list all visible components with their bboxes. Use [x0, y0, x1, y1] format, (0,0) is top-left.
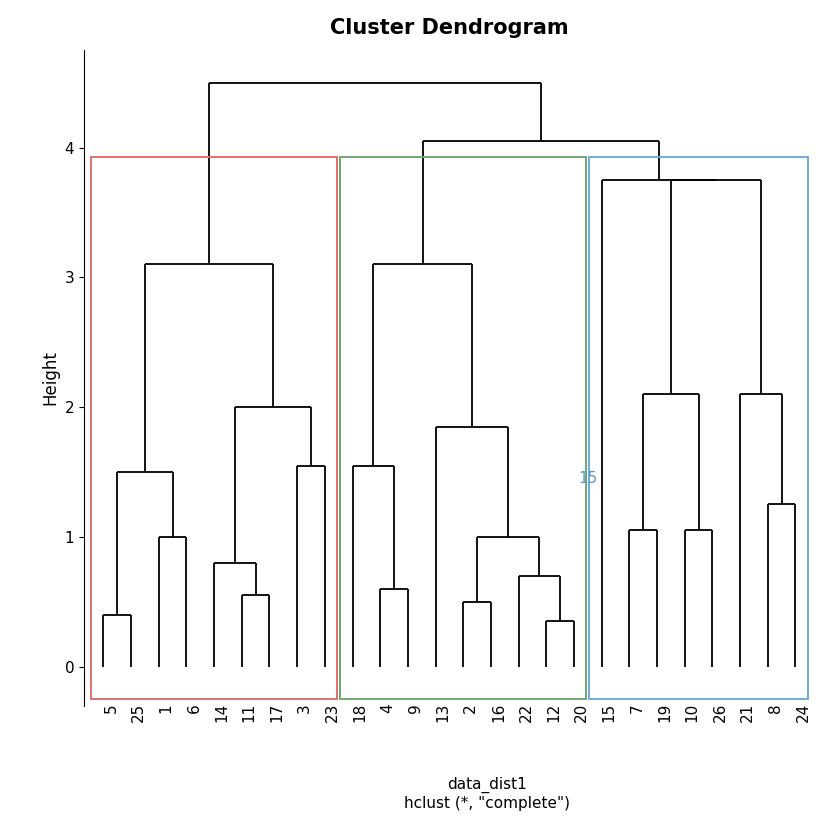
Text: 2: 2	[463, 703, 478, 712]
Text: 21: 21	[740, 703, 755, 722]
Text: 15: 15	[578, 471, 597, 486]
Text: 16: 16	[491, 703, 506, 722]
Text: 9: 9	[408, 703, 423, 713]
Text: 25: 25	[131, 703, 146, 722]
Bar	[589, 157, 808, 699]
Y-axis label: Height: Height	[41, 350, 59, 406]
Text: 13: 13	[436, 703, 450, 722]
Text: 17: 17	[270, 703, 285, 722]
Text: 14: 14	[214, 703, 229, 722]
Bar	[91, 157, 338, 699]
Text: 23: 23	[325, 703, 340, 722]
Text: 22: 22	[518, 703, 533, 722]
Text: 5: 5	[103, 703, 118, 712]
Text: 19: 19	[657, 703, 672, 722]
Text: 8: 8	[768, 703, 783, 712]
Text: 6: 6	[186, 703, 202, 713]
Text: 4: 4	[381, 703, 395, 712]
Text: 12: 12	[546, 703, 561, 722]
Bar	[340, 157, 586, 699]
Text: 20: 20	[574, 703, 589, 722]
Text: 1: 1	[159, 703, 174, 712]
Text: 3: 3	[297, 703, 312, 713]
Text: 10: 10	[685, 703, 700, 722]
Text: 26: 26	[712, 703, 727, 722]
Text: 24: 24	[795, 703, 811, 722]
Text: 7: 7	[629, 703, 644, 712]
Title: Cluster Dendrogram: Cluster Dendrogram	[330, 18, 569, 38]
Text: data_dist1
hclust (*, "complete"): data_dist1 hclust (*, "complete")	[404, 777, 570, 811]
Text: 15: 15	[601, 703, 617, 722]
Text: 18: 18	[353, 703, 368, 722]
Text: 11: 11	[242, 703, 257, 722]
